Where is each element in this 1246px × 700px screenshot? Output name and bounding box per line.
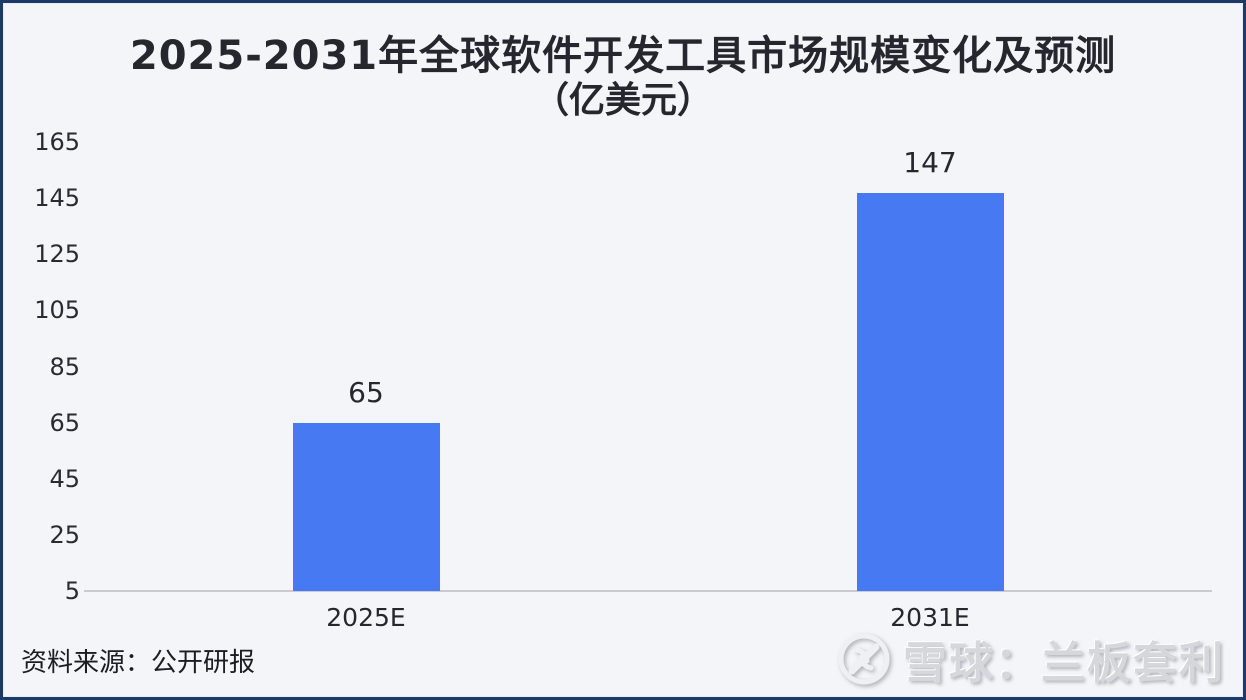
plot-area: 65 2025E 147 2031E <box>84 142 1212 632</box>
source-label: 资料来源：公开研报 <box>21 648 256 678</box>
watermark: 雪球：兰板套利 <box>835 627 1225 691</box>
xueqiu-snowball-logo-icon <box>838 633 890 685</box>
y-axis-tick-label: 5 <box>64 577 80 605</box>
x-axis-category-label: 2025E <box>326 603 406 632</box>
y-axis-tick-label: 45 <box>49 464 80 493</box>
chart-title-line1: 2025-2031年全球软件开发工具市场规模变化及预测 <box>129 33 1117 79</box>
y-axis-tick-label: 125 <box>34 240 80 269</box>
y-axis-tick-label: 105 <box>34 296 80 325</box>
y-axis-tick-label: 145 <box>34 184 80 213</box>
chart-title: 2025-2031年全球软件开发工具市场规模变化及预测 （亿美元） <box>3 33 1243 123</box>
bar-2031E <box>856 192 1004 591</box>
bar-value-label: 147 <box>903 145 957 179</box>
y-axis-tick-label: 25 <box>49 520 80 549</box>
x-axis-line <box>84 590 1212 592</box>
watermark-text: 雪球：兰板套利 <box>903 638 1225 689</box>
y-axis-tick-label: 85 <box>49 352 80 381</box>
y-axis: 165 145 125 105 85 65 45 25 5 <box>6 128 80 605</box>
bar-value-label: 65 <box>348 375 384 409</box>
x-axis-category-label: 2031E <box>890 603 970 632</box>
y-axis-tick-label: 65 <box>49 408 80 437</box>
bar-2025E <box>292 422 440 591</box>
y-axis-tick-label: 165 <box>34 128 80 156</box>
chart-title-unit-line: （亿美元） <box>532 80 713 122</box>
